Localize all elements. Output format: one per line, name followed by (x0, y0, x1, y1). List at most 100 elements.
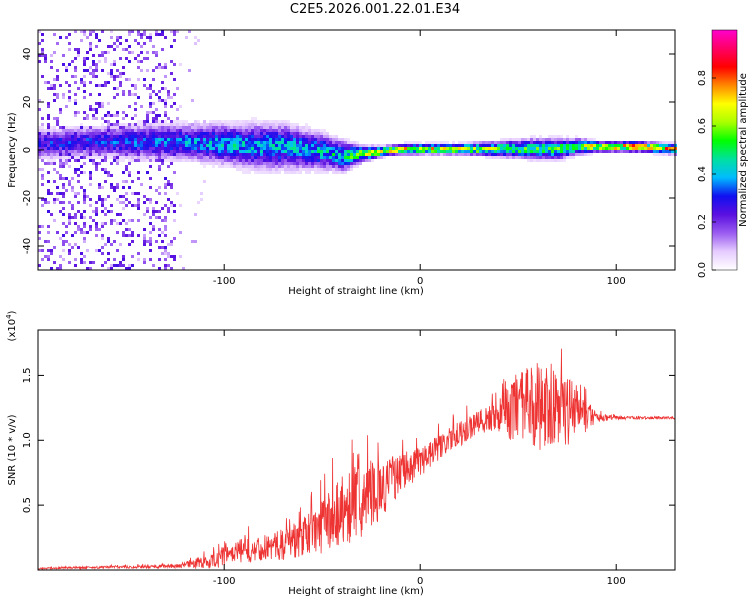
spectrogram-cell (185, 36, 188, 39)
spectrogram-cell (50, 126, 53, 129)
spectrogram-cell (110, 135, 113, 138)
spectrogram-cell (104, 156, 107, 159)
spectrogram-cell (584, 138, 587, 141)
spectrogram-cell (296, 171, 299, 174)
spectrogram-cell (458, 144, 461, 147)
spectrogram-cell (668, 147, 671, 150)
spectrogram-cell (344, 138, 347, 141)
spectrogram-cell (245, 141, 248, 144)
spectrogram-cell (77, 129, 80, 132)
spectrogram-cell (194, 147, 197, 150)
spectrogram-cell (80, 144, 83, 147)
spectrogram-cell (518, 150, 521, 153)
spectrogram-cell (311, 168, 314, 171)
spectrogram-cell (506, 150, 509, 153)
spectrogram-cell (482, 150, 485, 153)
spectrogram-cell (110, 30, 113, 33)
spectrogram-cell (617, 150, 620, 153)
spectrogram-cell (122, 156, 125, 159)
spectrogram-cell (623, 147, 626, 150)
spectrogram-cell (92, 210, 95, 213)
spectrogram-cell (158, 228, 161, 231)
spectrogram-cell (56, 123, 59, 126)
spectrogram-cell (266, 132, 269, 135)
spectrogram-cell (518, 156, 521, 159)
spectrogram-cell (665, 141, 668, 144)
spectrogram-cell (59, 255, 62, 258)
spectrogram-cell (413, 153, 416, 156)
spectrogram-cell (575, 135, 578, 138)
spectrogram-cell (515, 153, 518, 156)
spectrogram-cell (221, 141, 224, 144)
spectrogram-cell (290, 147, 293, 150)
spectrogram-cell (161, 156, 164, 159)
spectrogram-cell (137, 96, 140, 99)
spectrogram-cell (245, 123, 248, 126)
spectrogram-cell (440, 147, 443, 150)
spectrogram-cell (56, 78, 59, 81)
spectrogram-cell (191, 141, 194, 144)
spectrogram-cell (98, 186, 101, 189)
spectrogram-cell (122, 180, 125, 183)
spectrogram-cell (41, 225, 44, 228)
spectrogram-cell (410, 144, 413, 147)
spectrogram-cell (617, 144, 620, 147)
spectrogram-cell (116, 114, 119, 117)
spectrogram-cell (173, 258, 176, 261)
spectrogram-cell (86, 267, 89, 270)
spectrogram-cell (53, 168, 56, 171)
spectrogram-cell (308, 162, 311, 165)
spectrogram-cell (332, 159, 335, 162)
spectrogram-cell (155, 51, 158, 54)
spectrogram-cell (74, 66, 77, 69)
spectrogram-cell (203, 153, 206, 156)
spectrogram-cell (263, 171, 266, 174)
spectrogram-cell (122, 186, 125, 189)
spectrogram-cell (506, 156, 509, 159)
spectrogram-cell (584, 153, 587, 156)
spectrogram-cell (68, 159, 71, 162)
spectrogram-cell (50, 213, 53, 216)
spectrogram-cell (86, 144, 89, 147)
spectrogram-cell (542, 147, 545, 150)
spectrogram-cell (206, 126, 209, 129)
spectrogram-cell (170, 105, 173, 108)
spectrogram-cell (419, 144, 422, 147)
spectrogram-cell (95, 141, 98, 144)
spectrogram-cell (347, 159, 350, 162)
spectrogram-cell (350, 153, 353, 156)
spectrogram-cell (305, 141, 308, 144)
spectrogram-cell (92, 54, 95, 57)
spectrogram-cell (80, 261, 83, 264)
spectrogram-cell (113, 189, 116, 192)
spectrogram-cell (65, 159, 68, 162)
spectrogram-cell (617, 141, 620, 144)
spectrogram-cell (146, 150, 149, 153)
spectrogram-cell (38, 249, 41, 252)
spectrogram-cell (233, 129, 236, 132)
spectrogram-cell (131, 129, 134, 132)
spectrogram-cell (158, 123, 161, 126)
spectrogram-cell (134, 108, 137, 111)
spectrogram-cell (383, 150, 386, 153)
spectrogram-cell (443, 147, 446, 150)
spectrogram-cell (401, 147, 404, 150)
spectrogram-cell (74, 111, 77, 114)
spectrogram-cell (584, 141, 587, 144)
spectrogram-cell (281, 153, 284, 156)
spectrogram-cell (161, 129, 164, 132)
spectrogram-cell (545, 159, 548, 162)
spectrogram-cell (242, 171, 245, 174)
spectrogram-cell (587, 144, 590, 147)
spectrogram-cell (176, 150, 179, 153)
spectrogram-cell (641, 147, 644, 150)
spectrogram-cell (158, 138, 161, 141)
spectrogram-cell (125, 222, 128, 225)
spectrogram-cell (83, 216, 86, 219)
spectrogram-cell (89, 156, 92, 159)
spectrogram-cell (155, 114, 158, 117)
spectrogram-cell (314, 144, 317, 147)
spectrogram-cell (545, 138, 548, 141)
spectrogram-cell (380, 144, 383, 147)
spectrogram-cell (170, 129, 173, 132)
